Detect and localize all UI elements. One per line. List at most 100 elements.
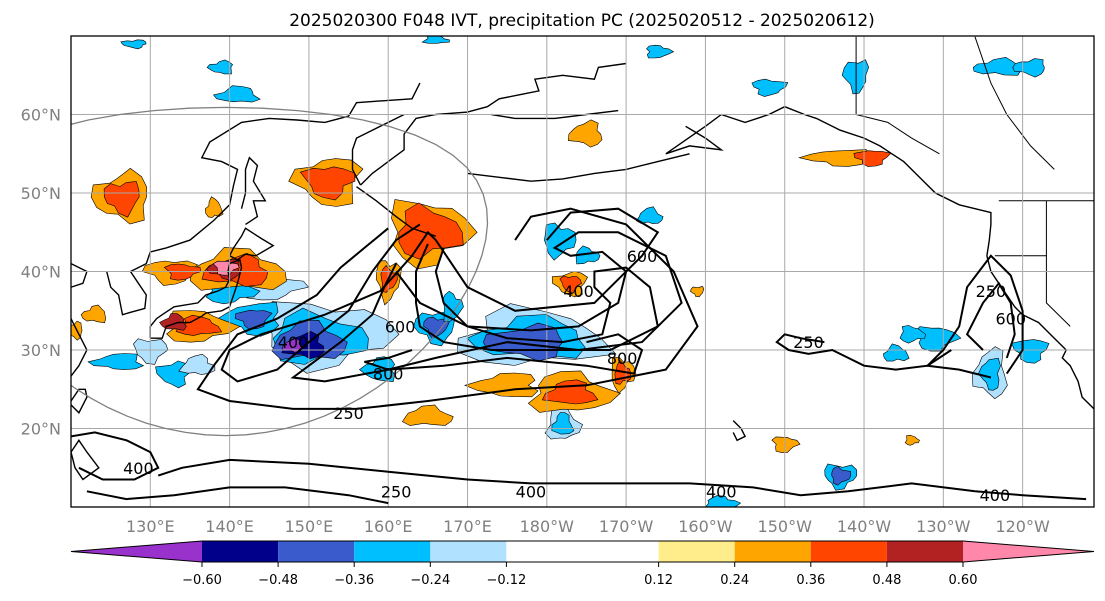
precip-area [751, 78, 789, 97]
map-frame [70, 35, 1095, 508]
ivt-contour-line [220, 207, 660, 383]
y-tick-label: 20°N [21, 420, 61, 439]
contour-label: 400 [278, 333, 309, 352]
colorbar-segment [354, 541, 431, 562]
colorbar-tick-label: −0.24 [410, 573, 450, 588]
contour-label: 400 [706, 482, 737, 501]
precip-area [421, 36, 450, 44]
precip-area [178, 353, 216, 375]
precip-area [798, 149, 871, 167]
y-tick-label: 50°N [21, 184, 61, 203]
ivt-contour-line [415, 243, 659, 351]
x-tick-label: 150°E [285, 517, 334, 536]
coastline [71, 262, 88, 378]
precip-area [899, 325, 926, 344]
colorbar-segment [430, 541, 507, 562]
y-tick-label: 60°N [21, 106, 61, 125]
coastline [71, 439, 100, 481]
colorbar-segment [886, 541, 963, 562]
contour-label: 800 [373, 365, 404, 384]
colorbar: −0.60 −0.48 −0.36 −0.24 −0.12 0.12 0.24 0.36 0.4… [70, 540, 1095, 588]
ivt-contour-line [157, 458, 1087, 501]
x-tick-label: 180°W [520, 517, 575, 536]
border-line [994, 255, 1071, 327]
y-axis-ticks: 20°N 30°N 40°N 50°N 60°N [21, 106, 61, 439]
colorbar-segment [810, 541, 887, 562]
precip-area [299, 166, 356, 201]
coastline [71, 388, 88, 414]
x-tick-label: 160°E [364, 517, 413, 536]
precip-area [212, 85, 261, 103]
precip-area [771, 436, 801, 453]
precip-area [853, 150, 892, 167]
ivt-contour-labels: 400 600 800 250 400 600 800 250 250 600 400 250 400 4… [123, 247, 1026, 505]
precip-area [87, 353, 145, 370]
colorbar-segment [202, 541, 279, 562]
x-tick-label: 170°W [599, 517, 654, 536]
x-tick-label: 140°W [837, 517, 892, 536]
x-tick-label: 160°W [678, 517, 733, 536]
x-tick-label: 140°E [205, 517, 254, 536]
precip-area [972, 56, 1022, 76]
colorbar-extend-low [71, 541, 202, 562]
x-tick-label: 150°W [758, 517, 813, 536]
ivt-contour-line [965, 281, 1016, 359]
colorbar-segment [658, 541, 735, 562]
contour-label: 250 [976, 282, 1007, 301]
y-tick-label: 30°N [21, 341, 61, 360]
precip-area [841, 59, 870, 95]
precip-area [1012, 58, 1045, 78]
colorbar-tick-label: 0.24 [720, 573, 749, 588]
coastline [491, 109, 619, 120]
precip-area [559, 275, 582, 294]
precip-area [482, 322, 563, 362]
x-tick-label: 130°W [916, 517, 971, 536]
coastline [732, 420, 747, 442]
contour-label: 400 [123, 459, 154, 478]
colorbar-tick-label: −0.12 [486, 573, 526, 588]
ivt-contour-line [196, 207, 699, 410]
colorbar-segment [278, 541, 355, 562]
precip-area [705, 495, 742, 507]
ivt-contour-line [290, 231, 683, 383]
contour-label: 400 [563, 282, 594, 301]
contour-label: 800 [607, 349, 638, 368]
radius-circle [71, 106, 489, 437]
y-tick-label: 40°N [21, 263, 61, 282]
contour-label: 400 [980, 486, 1011, 505]
x-tick-label: 120°W [995, 517, 1050, 536]
chart-title: 2025020300 F048 IVT, precipitation PC (2… [289, 11, 875, 31]
precip-area [103, 181, 140, 218]
coastline [149, 258, 243, 339]
colorbar-tick-label: −0.60 [182, 573, 222, 588]
contour-label: 250 [381, 482, 412, 501]
map-area: 400 600 800 250 400 600 800 250 250 600 400 250 400 4… [71, 36, 1094, 507]
precip-area [882, 343, 910, 362]
precip-area [567, 119, 603, 148]
precip-area [80, 304, 107, 324]
contour-label: 250 [333, 404, 364, 423]
colorbar-tick-label: 0.60 [949, 573, 978, 588]
ivt-contour-line [775, 333, 952, 371]
contour-label: 600 [385, 317, 416, 336]
contour-label: 400 [516, 482, 547, 501]
ivt-contour-line [925, 254, 1024, 379]
precip-area [690, 286, 705, 298]
precip-area [831, 466, 852, 486]
coastline [467, 153, 690, 182]
colorbar-tick-label: 0.12 [644, 573, 673, 588]
precip-area [441, 290, 464, 323]
colorbar-tick-label: −0.48 [258, 573, 298, 588]
border-line [855, 114, 940, 155]
contour-label: 600 [995, 310, 1026, 329]
contour-label: 600 [627, 247, 658, 266]
colorbar-tick-label: 0.36 [796, 573, 825, 588]
ivt-contours [71, 207, 1087, 505]
x-tick-label: 170°E [443, 517, 492, 536]
colorbar-segment [506, 541, 659, 562]
x-tick-label: 130°E [126, 517, 175, 536]
x-axis-ticks: 130°E 140°E 150°E 160°E 170°E 180°W 170°W 160°W… [126, 517, 1050, 536]
precip-area [463, 372, 539, 398]
colorbar-tick-label: 0.48 [872, 573, 901, 588]
